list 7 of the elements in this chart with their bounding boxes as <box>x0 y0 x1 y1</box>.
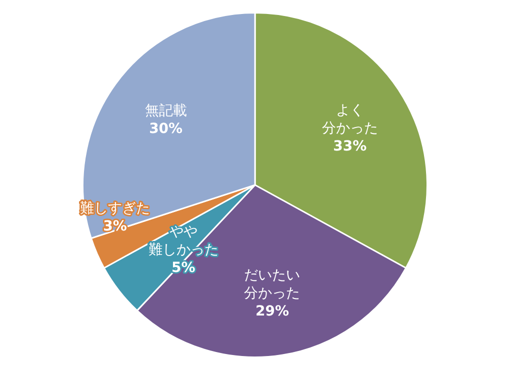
slice-label: だいたい分かった <box>244 268 300 302</box>
data-label: 33% <box>333 138 367 155</box>
data-label: 29% <box>255 304 290 320</box>
data-label: 30% <box>149 120 183 137</box>
data-label: 3% <box>103 218 127 234</box>
slice-label: よく分かった <box>322 102 378 137</box>
slice-label: 無記載 <box>144 102 187 119</box>
